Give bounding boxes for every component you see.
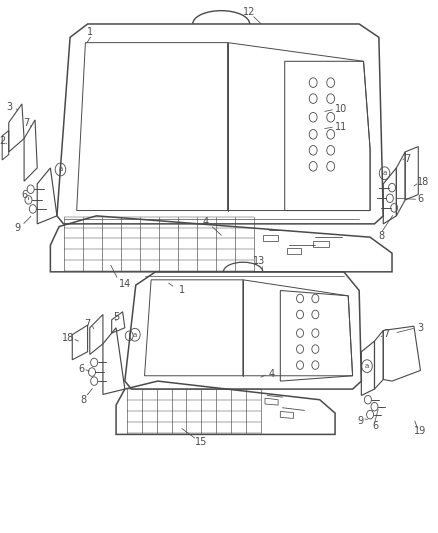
Text: 6: 6: [78, 364, 84, 374]
Text: 15: 15: [195, 438, 208, 447]
Text: a: a: [365, 363, 369, 369]
Text: 4: 4: [268, 369, 275, 379]
Text: 6: 6: [21, 190, 27, 199]
Text: 13: 13: [253, 256, 265, 266]
Text: 18: 18: [417, 177, 429, 187]
Text: 7: 7: [383, 329, 389, 339]
Text: 3: 3: [417, 323, 424, 333]
Text: 7: 7: [85, 319, 91, 328]
Text: 12: 12: [243, 7, 255, 17]
Text: 4: 4: [203, 217, 209, 227]
Text: 9: 9: [14, 223, 21, 233]
Text: 3: 3: [7, 102, 13, 111]
Text: 7: 7: [23, 118, 29, 127]
Text: 2: 2: [0, 136, 5, 146]
Text: 1: 1: [179, 286, 185, 295]
Text: a: a: [133, 332, 137, 338]
Text: 19: 19: [414, 426, 427, 435]
Text: 7: 7: [404, 154, 410, 164]
Text: 8: 8: [378, 231, 384, 240]
Text: 1: 1: [87, 27, 93, 37]
Text: 6: 6: [417, 195, 424, 204]
Text: 5: 5: [113, 312, 119, 322]
Text: 14: 14: [119, 279, 131, 288]
Text: 18: 18: [62, 334, 74, 343]
Text: a: a: [58, 166, 63, 173]
Text: 6: 6: [373, 422, 379, 431]
Text: a: a: [382, 170, 387, 176]
Text: 11: 11: [335, 122, 347, 132]
Text: 9: 9: [357, 416, 363, 426]
Text: 8: 8: [80, 395, 86, 405]
Text: 10: 10: [335, 104, 347, 114]
